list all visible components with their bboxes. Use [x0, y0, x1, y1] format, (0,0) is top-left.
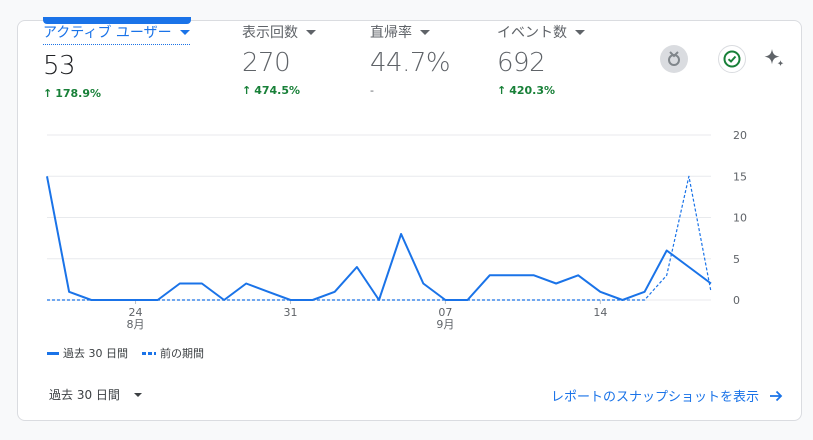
metric-value: 270: [242, 48, 291, 78]
legend-current: 過去 30 日間: [47, 345, 128, 361]
y-tick-label: 5: [733, 253, 740, 266]
metric-label: 表示回数: [242, 25, 298, 41]
metric-change: ↑ 178.9%: [43, 87, 190, 100]
legend-previous: 前の期間: [142, 345, 204, 361]
metric-change-value: 474.5%: [254, 84, 301, 97]
sparkle-icon[interactable]: [761, 45, 787, 71]
chart-legend: 過去 30 日間 前の期間: [47, 345, 204, 361]
metric-label: イベント数: [497, 25, 567, 41]
caret-down-icon: [420, 29, 430, 35]
y-tick-label: 20: [733, 129, 747, 142]
arrow-up-icon: ↑: [497, 84, 507, 97]
metric-value: 692: [497, 48, 546, 78]
metric-label-dropdown[interactable]: 直帰率: [370, 22, 450, 42]
metric-change-value: 178.9%: [55, 87, 102, 100]
date-range-dropdown[interactable]: 過去 30 日間: [49, 386, 142, 403]
caret-down-icon: [306, 29, 316, 35]
previous-period-line: [47, 175, 712, 301]
metric-change: ↑ 474.5%: [242, 84, 316, 97]
y-tick-label: 0: [733, 294, 740, 307]
arrow-right-icon: [770, 390, 783, 401]
legend-previous-label: 前の期間: [160, 347, 204, 360]
x-tick-label: 31: [283, 306, 297, 319]
metric-value: 53: [43, 51, 76, 81]
date-range-label: 過去 30 日間: [49, 388, 120, 402]
current-period-line: [46, 176, 712, 301]
legend-dashed-swatch: [142, 351, 156, 355]
y-tick-label: 10: [733, 212, 747, 225]
arrow-up-icon: ↑: [242, 84, 252, 97]
metric-value: 44.7%: [370, 48, 451, 78]
metric-event-count[interactable]: イベント数 692 ↑ 420.3%: [497, 22, 585, 97]
arrow-up-icon: ↑: [43, 87, 53, 100]
x-tick-label: 24: [129, 306, 143, 319]
x-tick-label: 8月: [127, 318, 145, 331]
view-report-snapshot-link[interactable]: レポートのスナップショットを表示: [551, 386, 783, 405]
metric-change-value: 420.3%: [509, 84, 556, 97]
metric-change: -: [370, 84, 374, 97]
metric-label: 直帰率: [370, 25, 412, 41]
metric-label: アクティブ ユーザー: [43, 25, 172, 41]
caret-down-icon: [133, 392, 142, 397]
x-tick-label: 07: [438, 306, 452, 319]
metric-active-users[interactable]: アクティブ ユーザー 53 ↑ 178.9%: [43, 22, 190, 100]
check-circle-icon[interactable]: [718, 45, 746, 73]
caret-down-icon: [575, 29, 585, 35]
x-tick-label: 14: [593, 306, 607, 319]
active-tab-indicator: [43, 17, 191, 24]
metric-label-dropdown[interactable]: イベント数: [497, 22, 585, 42]
x-tick-label: 9月: [436, 318, 454, 331]
caret-down-icon: [179, 29, 190, 35]
medal-icon[interactable]: [660, 45, 688, 73]
metric-label-dropdown[interactable]: アクティブ ユーザー: [43, 22, 190, 45]
legend-current-label: 過去 30 日間: [63, 347, 128, 360]
legend-solid-swatch: [47, 351, 59, 355]
metric-change: ↑ 420.3%: [497, 84, 585, 97]
metric-label-dropdown[interactable]: 表示回数: [242, 22, 316, 42]
metric-views[interactable]: 表示回数 270 ↑ 474.5%: [242, 22, 316, 97]
view-report-snapshot-label: レポートのスナップショットを表示: [550, 390, 759, 405]
metric-bounce-rate[interactable]: 直帰率 44.7% -: [370, 22, 451, 97]
y-tick-label: 15: [733, 170, 747, 183]
